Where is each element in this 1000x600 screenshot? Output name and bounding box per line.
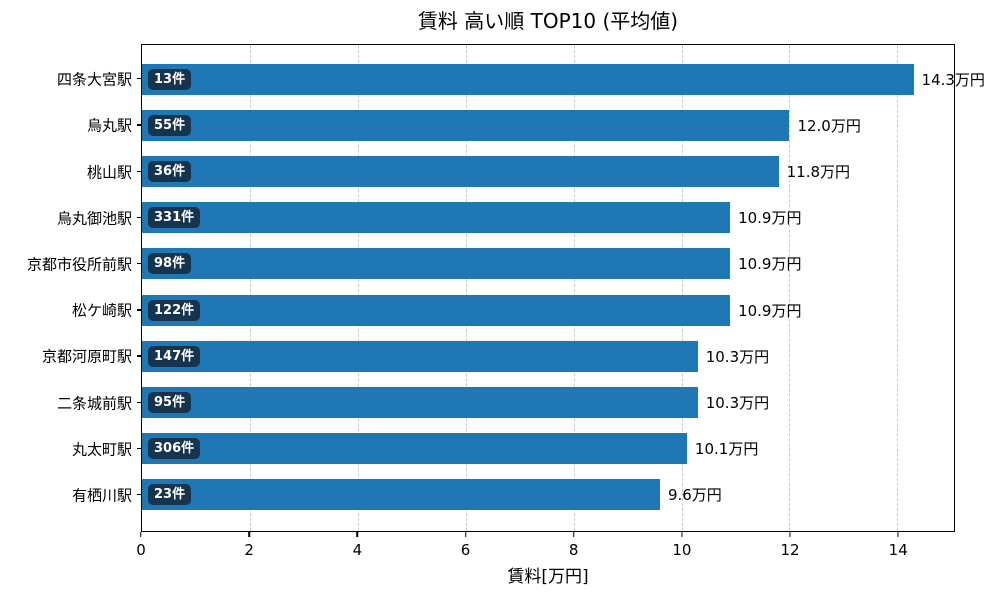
count-badge: 95件 [148,392,192,414]
x-tick: 4 [352,532,363,559]
bar-row: 四条大宮駅 13件 14.3万円 [57,56,985,102]
y-tick-mark [137,447,142,450]
count-badge: 331件 [148,207,201,229]
bar: 122件 [142,294,731,326]
bar-row: 有栖川駅 23件 9.6万円 [72,472,954,518]
count-badge: 147件 [148,345,201,367]
plot-area: 四条大宮駅 13件 14.3万円 烏丸駅 55件 12.0万円 桃山駅 36件 [27,44,985,532]
y-axis-category-label: 烏丸御池駅 [56,209,132,228]
x-tick-label: 2 [244,541,254,559]
x-tick-mark [681,532,683,537]
value-label: 12.0万円 [797,116,861,135]
grid-line [681,45,683,531]
y-axis-category-label: 京都河原町駅 [41,347,132,366]
y-axis-category-label: 松ケ崎駅 [71,301,132,320]
bar-row: 丸太町駅 306件 10.1万円 [72,426,954,472]
bar-row: 二条城前駅 95件 10.3万円 [57,379,954,425]
bar: 13件 [142,63,914,95]
grid-line [465,45,467,531]
y-axis-category-label: 四条大宮駅 [56,70,132,89]
x-tick-mark [572,532,575,537]
x-tick-mark [897,532,899,537]
value-label: 10.9万円 [738,255,802,274]
y-tick-mark [137,170,142,172]
count-badge: 23件 [148,484,192,506]
value-label: 14.3万円 [921,70,985,89]
y-tick-mark [137,78,142,80]
y-tick-mark [137,355,142,357]
value-label: 11.8万円 [786,163,851,181]
x-tick-label: 0 [136,541,146,559]
x-tick: 2 [244,532,254,559]
y-tick-mark [137,216,142,219]
bar-rows: 四条大宮駅 13件 14.3万円 烏丸駅 55件 12.0万円 桃山駅 36件 [27,45,985,531]
count-badge: 98件 [148,253,192,275]
value-label: 10.1万円 [694,440,759,459]
x-tick: 10 [672,532,691,559]
y-axis-category-label: 有栖川駅 [71,486,132,505]
x-tick-mark [248,532,250,537]
count-badge: 55件 [148,114,192,136]
y-tick-mark [137,124,142,126]
bar: 306件 [142,433,687,465]
bar-row: 桃山駅 36件 11.8万円 [87,148,954,194]
x-tick-mark [140,532,142,537]
x-tick: 14 [889,532,908,559]
x-tick-label: 6 [460,541,471,559]
bar-row: 京都河原町駅 147件 10.3万円 [42,333,954,379]
y-axis-category-label: 京都市役所前駅 [26,255,132,274]
bar: 95件 [142,387,698,419]
y-axis-category-label: 桃山駅 [86,163,132,181]
x-tick: 12 [780,532,800,559]
value-label: 10.9万円 [738,209,802,228]
grid-line [789,45,791,531]
grid-line [249,45,251,531]
x-tick-label: 10 [672,541,692,559]
x-tick-label: 4 [352,541,363,559]
bar-row: 松ケ崎駅 122件 10.9万円 [72,287,954,333]
bar: 36件 [142,156,779,187]
bar-row: 京都市役所前駅 98件 10.9万円 [27,241,954,287]
x-tick-mark [464,532,467,537]
bar: 55件 [142,109,790,141]
x-tick-mark [356,532,359,537]
grid-line [357,45,359,531]
grid-line [897,45,899,531]
bar-row: 烏丸御池駅 331件 10.9万円 [57,195,954,241]
x-tick: 0 [136,532,146,559]
chart-title: 賃料 高い順 TOP10 (平均値) [417,9,679,33]
x-tick: 8 [568,532,579,559]
y-tick-mark [137,401,142,403]
count-badge: 122件 [148,299,201,321]
x-tick: 6 [460,532,471,559]
y-tick-mark [137,309,142,311]
y-axis-category-label: 丸太町駅 [71,440,132,459]
grid-line [573,45,575,531]
bar: 98件 [142,248,731,280]
bar: 23件 [142,479,660,511]
bar: 331件 [142,202,731,234]
bar: 147件 [142,340,698,372]
y-axis-category-label: 烏丸駅 [86,116,132,135]
x-tick-label: 12 [780,541,800,559]
count-badge: 306件 [148,438,201,460]
value-label: 9.6万円 [667,486,722,505]
y-tick-mark [137,493,142,496]
bar-row: 烏丸駅 55件 12.0万円 [87,102,954,148]
count-badge: 13件 [148,68,192,90]
y-tick-mark [137,262,142,265]
x-tick-label: 8 [568,541,579,559]
value-label: 10.9万円 [738,301,802,320]
x-tick-label: 14 [888,541,908,559]
x-axis-label: 賃料[万円] [507,567,589,587]
value-label: 10.3万円 [705,394,770,413]
x-axis: 0 2 4 6 8 10 12 14 [136,532,955,562]
count-badge: 36件 [148,161,192,182]
x-tick-mark [789,532,791,537]
value-label: 10.3万円 [705,347,770,366]
y-axis-category-label: 二条城前駅 [56,394,132,413]
